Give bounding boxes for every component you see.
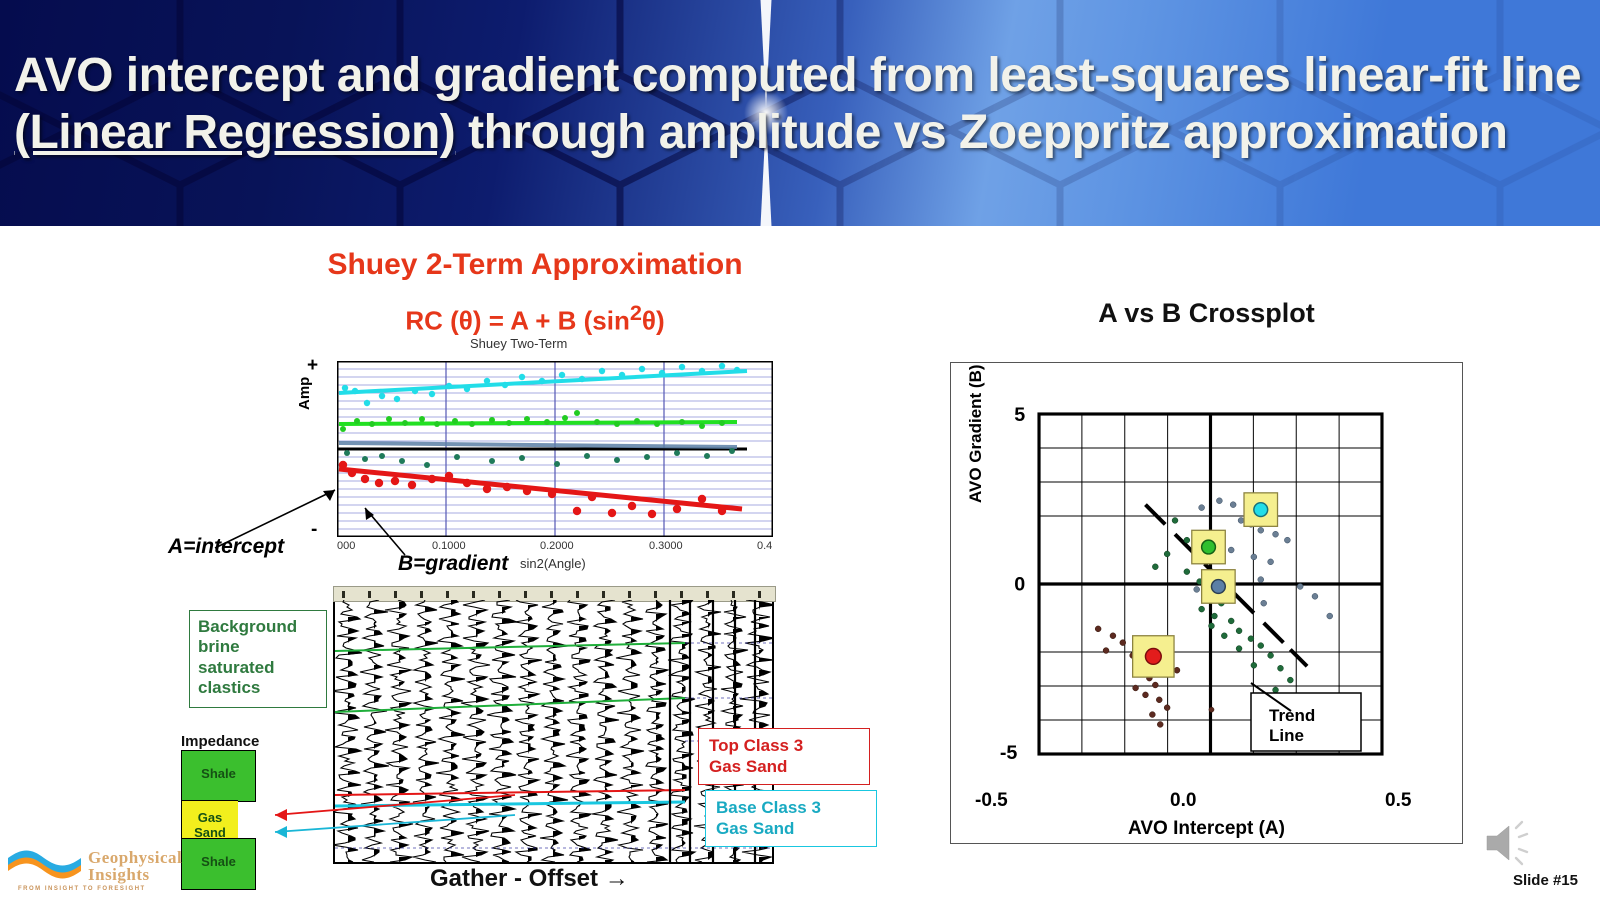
svg-text:Insights: Insights xyxy=(88,865,150,884)
svg-text:0.4: 0.4 xyxy=(757,540,772,552)
svg-text:FROM INSIGHT TO FORESIGHT: FROM INSIGHT TO FORESIGHT xyxy=(18,886,146,892)
svg-text:Trend: Trend xyxy=(1269,706,1315,725)
svg-text:5: 5 xyxy=(1014,404,1025,426)
svg-text:-5: -5 xyxy=(1000,742,1018,764)
svg-text:0: 0 xyxy=(1014,573,1025,595)
svg-text:Line: Line xyxy=(1269,726,1304,745)
svg-text:0.2000: 0.2000 xyxy=(540,540,574,552)
svg-text:0.3000: 0.3000 xyxy=(649,540,683,552)
